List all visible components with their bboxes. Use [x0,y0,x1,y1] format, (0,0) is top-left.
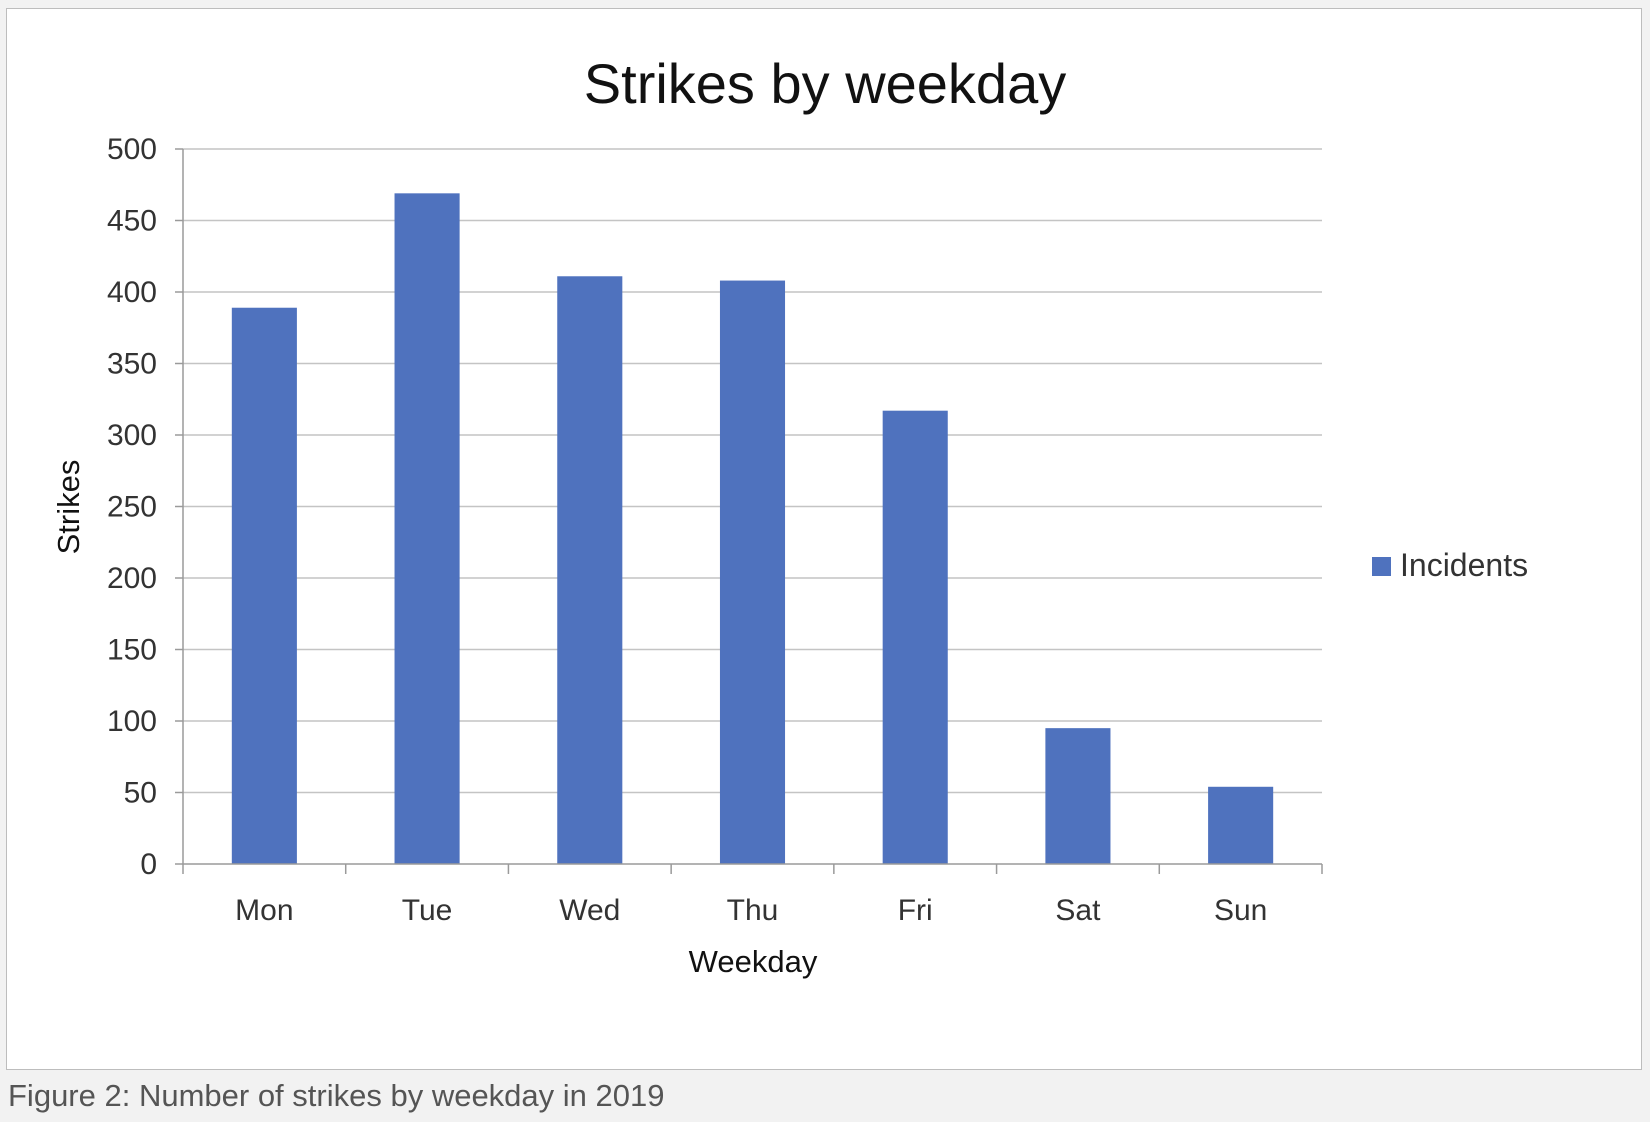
chart-title: Strikes by weekday [584,52,1066,115]
x-tick-label: Wed [559,894,620,927]
y-axis-title: Strikes [51,460,86,555]
x-tick-label: Sat [1055,894,1101,927]
x-tick-label: Fri [898,894,933,927]
y-tick-label: 500 [107,133,157,166]
y-tick-label: 200 [107,562,157,595]
chart-frame: Strikes by weekday 0 50 100 150 200 250 300 350… [6,8,1642,1070]
bars [231,193,1274,865]
y-tick-label: 50 [124,777,157,810]
legend-label-incidents: Incidents [1400,547,1528,583]
bar-thu [719,280,786,864]
y-tick-label: 400 [107,276,157,309]
x-axis [182,149,1323,874]
bar-chart: Strikes by weekday 0 50 100 150 200 250 300 350… [51,52,1528,979]
x-axis-ticks: Mon Tue Wed Thu Fri Sat Sun [235,894,1267,927]
bar-sun [1208,786,1274,864]
x-tick-label: Sun [1214,894,1267,927]
y-tick-label: 0 [140,848,157,881]
x-tick-label: Thu [727,894,779,927]
legend: Incidents [1372,547,1528,583]
y-tick-label: 350 [107,348,157,381]
y-tick-label: 450 [107,205,157,238]
bar-mon [231,307,297,865]
bar-wed [557,276,623,864]
x-tick-label: Mon [235,894,293,927]
x-axis-title: Weekday [689,944,818,979]
bar-fri [882,410,948,864]
bar-tue [394,193,460,864]
legend-swatch [1372,557,1391,576]
figure-caption: Figure 2: Number of strikes by weekday i… [8,1078,665,1113]
y-tick-label: 150 [107,634,157,667]
x-tick-label: Tue [402,894,453,927]
y-tick-label: 250 [107,491,157,524]
y-tick-label: 300 [107,419,157,452]
bar-sat [1045,728,1111,864]
y-axis-ticks: 0 50 100 150 200 250 300 350 400 450 500 [107,133,183,881]
y-tick-label: 100 [107,705,157,738]
